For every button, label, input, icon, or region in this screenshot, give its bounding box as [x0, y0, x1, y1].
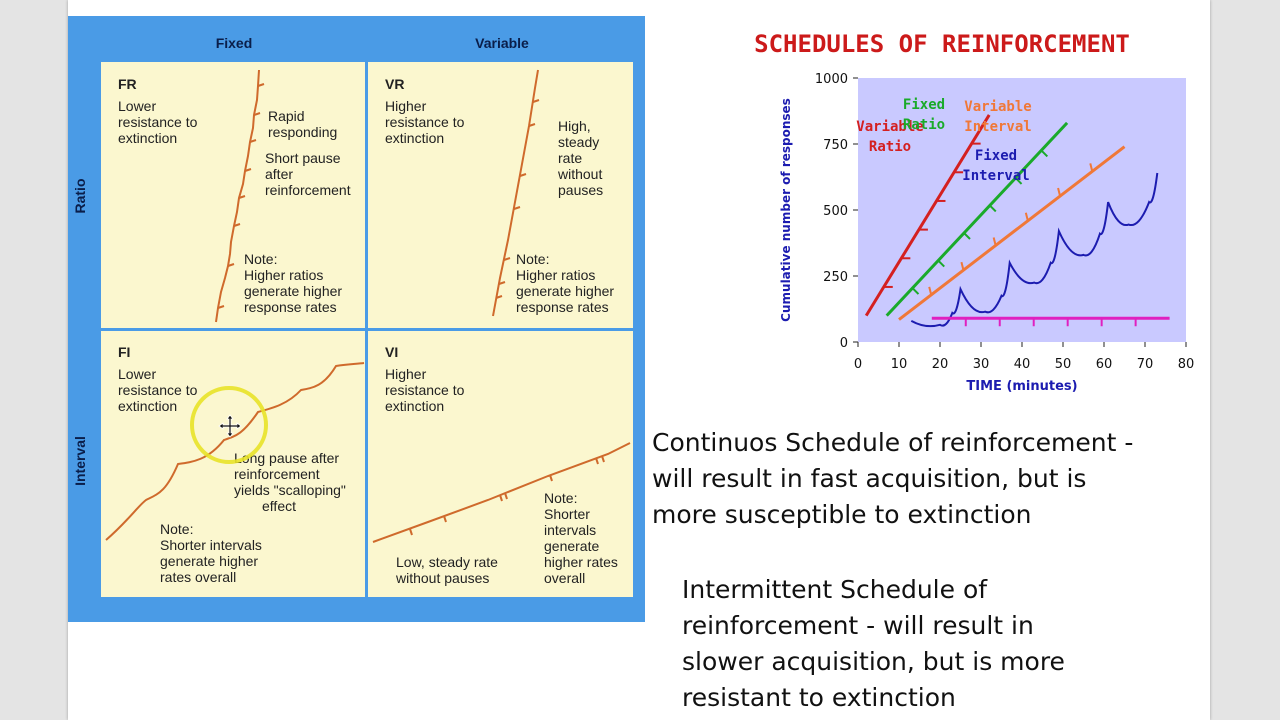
- vr-reinforcement-marks: [495, 99, 540, 299]
- series-variable-interval-label: Variable Interval: [964, 99, 1031, 135]
- vr-code: VR: [385, 76, 405, 92]
- panel-vi-bg: [368, 331, 633, 597]
- move-cursor-icon: [218, 414, 242, 438]
- y-tick-label: 0: [840, 336, 848, 351]
- x-tick-label: 40: [1014, 357, 1031, 372]
- fi-description: Lower resistance to extinction: [118, 366, 198, 414]
- x-tick-label: 30: [973, 357, 990, 372]
- vr-steady-note: High, steady rate without pauses: [558, 118, 604, 198]
- x-tick-label: 60: [1096, 357, 1113, 372]
- x-tick-label: 10: [891, 357, 908, 372]
- series-fixed-ratio-tick: [937, 259, 945, 268]
- series-fixed-ratio-tick: [989, 204, 997, 213]
- series-variable-interval-line: [898, 145, 1126, 321]
- row-header-interval: Interval: [72, 436, 88, 486]
- series-fixed-ratio-tick: [911, 287, 920, 295]
- series-fixed-ratio-label: Fixed Ratio: [903, 97, 945, 133]
- series-variable-ratio-line: [864, 114, 991, 317]
- x-axis-ticks: 0 10 20 30 40 50 60 70 80: [854, 342, 1194, 372]
- vr-curve: [492, 69, 539, 317]
- series-variable-interval-tick: [1089, 163, 1094, 172]
- vi-reinforcement-marks: [409, 455, 605, 536]
- col-header-variable: Variable: [475, 35, 529, 51]
- series-variable-interval-tick: [960, 261, 965, 271]
- x-tick-label: 70: [1137, 357, 1154, 372]
- vi-curve: [372, 442, 631, 543]
- pointer-highlight-ring: [190, 386, 268, 464]
- x-tick-label: 50: [1055, 357, 1072, 372]
- vi-steady-note: Low, steady rate without pauses: [396, 554, 498, 586]
- y-tick-label: 500: [823, 204, 848, 219]
- series-variable-interval-tick: [928, 286, 933, 296]
- x-tick-label: 0: [854, 357, 862, 372]
- x-axis-label: TIME (minutes): [966, 379, 1077, 394]
- vi-description: Higher resistance to extinction: [385, 366, 465, 414]
- fi-code: FI: [118, 344, 131, 360]
- series-fixed-ratio-tick: [1040, 149, 1049, 158]
- series-fixed-ratio-tick: [1014, 177, 1023, 185]
- fr-description: Lower resistance to extinction: [118, 98, 198, 146]
- vi-code: VI: [385, 344, 399, 360]
- continuous-schedule-text: Continuos Schedule of reinforcement - wil…: [652, 428, 1134, 529]
- panel-fr-bg: [101, 62, 365, 328]
- intermittent-schedule-text: Intermittent Schedule of reinforcement - …: [682, 575, 1065, 712]
- series-variable-interval-tick: [992, 237, 997, 246]
- y-axis-ticks: 0 250 500 750 1000: [815, 72, 858, 351]
- grid-graphic: Fixed Variable Ratio Interval: [68, 16, 645, 622]
- vr-description: Higher resistance to extinction: [385, 98, 465, 146]
- fr-reinforcement-marks: [217, 83, 265, 309]
- panel-fi-bg: [101, 331, 365, 597]
- vr-note: Note: Higher ratios generate higher respons…: [516, 251, 615, 315]
- slide: Fixed Variable Ratio Interval: [68, 0, 1210, 720]
- series-fixed-interval-line: [910, 172, 1159, 328]
- y-tick-label: 1000: [815, 72, 848, 87]
- x-tick-label: 80: [1178, 357, 1195, 372]
- series-fixed-interval-label: Fixed Interval: [962, 148, 1029, 184]
- fr-rapid-note: Rapid responding: [268, 108, 338, 140]
- series-variable-interval-tick: [1057, 187, 1062, 197]
- schedules-grid: Fixed Variable Ratio Interval: [68, 16, 645, 622]
- series-fixed-ratio-line: [885, 121, 1069, 317]
- fi-note: Note: Shorter intervals generate higher rat…: [160, 521, 262, 585]
- y-tick-label: 750: [823, 138, 848, 153]
- plot-area: [858, 78, 1186, 342]
- reinforcement-chart: SCHEDULES OF REINFORCEMENT 0250500750100…: [754, 30, 1194, 394]
- fr-note: Note: Higher ratios generate higher respons…: [244, 251, 343, 315]
- series-fixed-ratio-tick: [963, 232, 971, 240]
- series-variable-ratio-label: Variable Ratio: [856, 119, 923, 155]
- row-header-ratio: Ratio: [72, 179, 88, 214]
- y-axis-label: Cumulative number of responses: [779, 98, 793, 322]
- col-header-fixed: Fixed: [216, 35, 253, 51]
- y-tick-label: 250: [823, 270, 848, 285]
- fi-scallop-note: Long pause after reinforcement yields "sca…: [234, 450, 346, 514]
- fr-code: FR: [118, 76, 137, 92]
- x-tick-label: 20: [932, 357, 949, 372]
- fr-pause-note: Short pause after reinforcement: [265, 150, 351, 198]
- vi-note: Note: Shorter intervals generate higher rate…: [544, 490, 618, 586]
- chart-title: SCHEDULES OF REINFORCEMENT: [754, 30, 1130, 58]
- series-variable-interval-tick: [1024, 212, 1029, 221]
